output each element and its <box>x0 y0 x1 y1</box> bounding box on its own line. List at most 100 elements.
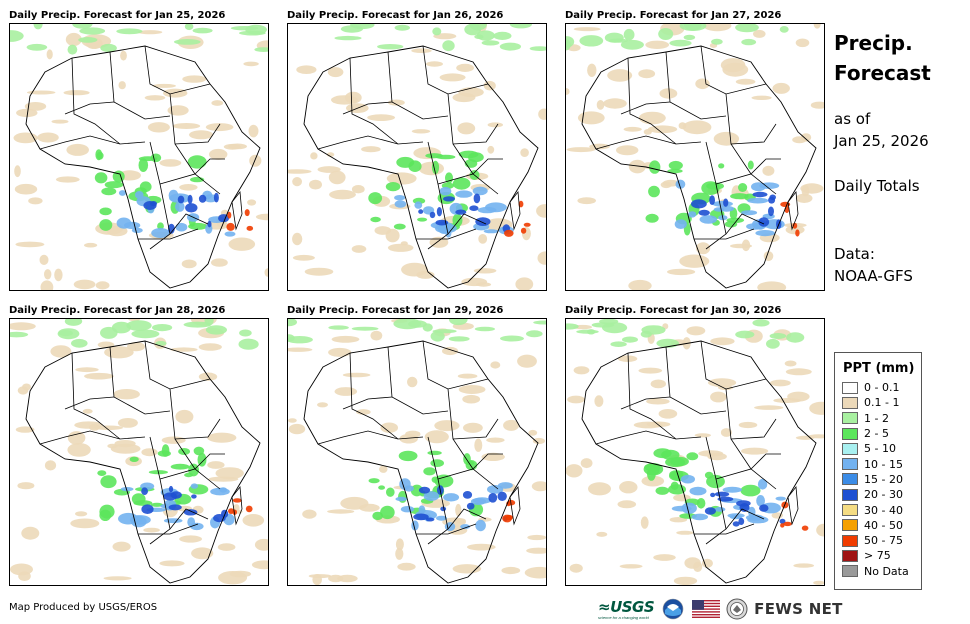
precip-area <box>486 437 505 443</box>
legend-item: 50 - 75 <box>842 533 921 548</box>
precip-area <box>143 527 160 533</box>
precip-area <box>170 347 198 352</box>
country-border <box>64 396 115 410</box>
precip-area <box>452 213 463 227</box>
precip-area <box>758 217 770 227</box>
country-border <box>427 141 499 195</box>
country-border <box>627 57 677 145</box>
country-border <box>700 340 767 390</box>
precip-area <box>714 507 726 512</box>
precip-area <box>431 476 439 483</box>
precip-area <box>684 557 701 569</box>
precip-area <box>659 88 678 99</box>
precip-area <box>653 554 676 561</box>
precip-area <box>675 179 686 189</box>
precip-area <box>619 481 638 494</box>
precip-area <box>418 161 444 176</box>
panel-title: Daily Precip. Forecast for Jan 26, 2026 <box>287 10 504 21</box>
precip-area <box>10 30 24 42</box>
precip-area <box>14 165 21 178</box>
precip-area <box>394 200 407 208</box>
precip-area <box>730 243 752 249</box>
precip-area <box>405 430 421 438</box>
precip-area <box>177 195 185 204</box>
precip-area <box>720 428 732 437</box>
precip-area <box>457 373 478 379</box>
precip-area <box>477 206 497 214</box>
precip-area <box>694 433 711 438</box>
precip-area <box>302 509 317 519</box>
precip-area <box>457 122 476 135</box>
precip-area <box>232 509 237 515</box>
precip-area <box>500 335 524 342</box>
country-border <box>447 508 487 530</box>
precip-area <box>617 355 638 362</box>
precip-area <box>51 119 69 124</box>
precip-area <box>708 378 737 388</box>
precip-area <box>474 438 483 452</box>
precip-area <box>317 166 341 173</box>
precip-area <box>481 40 500 46</box>
precip-area <box>658 409 678 419</box>
precip-area <box>667 268 696 276</box>
precip-area <box>356 409 371 415</box>
precip-area <box>698 209 710 216</box>
precip-area <box>741 38 757 46</box>
precip-area <box>400 506 415 513</box>
legend-label: 15 - 20 <box>864 472 903 486</box>
precip-area <box>141 504 154 514</box>
precip-area <box>143 201 157 210</box>
forecast-panel-jan25: Daily Precip. Forecast for Jan 25, 2026 <box>9 9 269 291</box>
precip-area <box>198 343 222 351</box>
precip-area <box>67 44 78 55</box>
precip-area <box>436 515 447 521</box>
precip-area <box>795 193 813 203</box>
precip-area <box>740 484 761 497</box>
usgs-logo-text: ≈USGS <box>598 597 655 616</box>
precip-area <box>476 282 492 287</box>
precip-area <box>756 495 765 507</box>
precip-area <box>768 196 776 204</box>
precip-area <box>537 251 546 265</box>
precip-area <box>649 160 661 174</box>
country-border <box>472 158 503 175</box>
precip-area <box>676 530 694 535</box>
precip-area <box>251 560 268 570</box>
precip-area <box>113 389 140 400</box>
precip-area <box>487 485 504 494</box>
precip-area <box>779 26 789 33</box>
precip-area <box>187 194 193 204</box>
precip-area <box>217 543 236 551</box>
precip-area <box>709 195 715 206</box>
precip-area <box>667 168 683 174</box>
precip-area <box>157 222 164 230</box>
country-border <box>64 101 115 115</box>
precip-area <box>751 95 772 101</box>
precip-area <box>474 34 484 39</box>
precip-area <box>518 200 524 208</box>
logo-bar: ≈USGS science for a changing world FEWS … <box>598 597 843 621</box>
precip-area <box>33 24 43 30</box>
precip-area <box>795 229 800 237</box>
forecast-panel-jan26: Daily Precip. Forecast for Jan 26, 2026 <box>287 9 547 291</box>
precip-area <box>746 223 763 230</box>
precip-area <box>340 496 369 510</box>
country-border <box>109 346 171 415</box>
precip-area <box>436 207 442 217</box>
precip-area <box>596 100 605 110</box>
legend-swatch <box>842 381 858 394</box>
precip-area <box>244 209 250 217</box>
precip-area <box>174 39 201 45</box>
precip-area <box>779 518 786 524</box>
precip-area <box>460 524 470 530</box>
precip-area <box>198 194 207 203</box>
precip-area <box>192 27 213 34</box>
precip-area <box>579 35 604 47</box>
precip-area <box>288 334 295 342</box>
precip-area <box>329 189 356 200</box>
precip-area <box>431 160 440 175</box>
precip-area <box>757 478 768 490</box>
precip-area <box>386 487 395 497</box>
legend-swatch <box>842 549 858 562</box>
precip-area <box>617 500 637 509</box>
